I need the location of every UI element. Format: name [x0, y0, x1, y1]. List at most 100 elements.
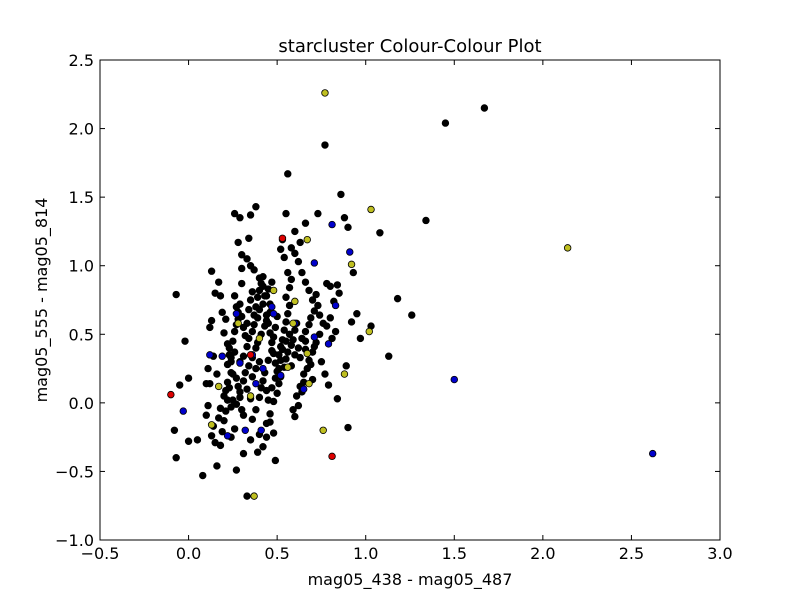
- scatter-point: [202, 411, 210, 419]
- scatter-point: [239, 449, 248, 458]
- scatter-point: [213, 370, 221, 378]
- scatter-point: [230, 209, 239, 218]
- scatter-point: [216, 404, 225, 413]
- scatter-point: [291, 412, 299, 421]
- scatter-point: [246, 296, 255, 304]
- scatter-point: [305, 356, 313, 365]
- scatter-point: [284, 170, 292, 178]
- scatter-point: [245, 305, 253, 314]
- scatter-point: [250, 311, 258, 319]
- scatter-point: [317, 358, 326, 366]
- scatter-point: [214, 278, 223, 286]
- scatter-point: [393, 294, 402, 303]
- scatter-point: [268, 384, 276, 392]
- scatter-point: [291, 297, 299, 306]
- scatter-point: [206, 351, 214, 359]
- x-axis-label: mag05_438 - mag05_487: [308, 570, 513, 590]
- y-tick-label: 2.5: [69, 51, 94, 70]
- scatter-point: [321, 370, 329, 378]
- scatter-point: [340, 370, 349, 378]
- scatter-point: [264, 396, 272, 404]
- scatter-point: [303, 364, 311, 373]
- scatter-point: [245, 234, 253, 242]
- y-tick-label: 0.5: [69, 325, 94, 344]
- scatter-point: [236, 388, 244, 396]
- scatter-point: [298, 334, 306, 343]
- scatter-point: [285, 283, 294, 292]
- scatter-point: [222, 386, 230, 395]
- scatter-point: [480, 104, 489, 112]
- scatter-point: [314, 301, 322, 310]
- scatter-point: [261, 292, 269, 300]
- x-tick-label: 2.0: [530, 544, 555, 563]
- plot-frame: [99, 59, 721, 541]
- scatter-point: [184, 374, 193, 382]
- scatter-point: [230, 292, 239, 300]
- scatter-point: [246, 436, 255, 444]
- scatter-point: [246, 262, 255, 270]
- scatter-point: [259, 443, 267, 451]
- scatter-point: [259, 377, 267, 385]
- scatter-point: [282, 293, 290, 301]
- scatter-point: [245, 362, 253, 370]
- y-tick-label: 1.5: [69, 188, 94, 207]
- scatter-point: [223, 378, 232, 386]
- scatter-point: [222, 315, 230, 323]
- scatter-point: [276, 356, 285, 365]
- scatter-point: [255, 393, 264, 402]
- x-tick-label: 3.0: [707, 544, 732, 563]
- scatter-point: [230, 425, 239, 433]
- scatter-point: [252, 203, 260, 211]
- x-tick-label: 1.0: [353, 544, 378, 563]
- scatter-point: [269, 429, 278, 437]
- scatter-point: [342, 362, 350, 370]
- scatter-point: [367, 205, 375, 214]
- scatter-point: [310, 259, 319, 267]
- scatter-point: [268, 278, 276, 286]
- scatter-point: [252, 406, 260, 414]
- scatter-point: [408, 311, 416, 319]
- scatter-point: [308, 296, 317, 304]
- scatter-point: [204, 364, 212, 373]
- scatter-point: [241, 331, 249, 340]
- chart-title: starcluster Colour-Colour Plot: [278, 36, 541, 57]
- scatter-point: [248, 415, 257, 424]
- scatter-point: [346, 248, 354, 256]
- scatter-point: [344, 423, 352, 432]
- scatter-point: [298, 268, 306, 277]
- scatter-point: [207, 432, 216, 440]
- scatter-point: [280, 326, 288, 334]
- y-axis-label: mag05_555 - mag05_814: [32, 198, 52, 403]
- scatter-point: [284, 363, 292, 371]
- scatter-point: [294, 344, 303, 352]
- scatter-point: [179, 407, 187, 415]
- scatter-point: [310, 333, 319, 341]
- scatter-point: [356, 334, 365, 343]
- scatter-point: [252, 303, 260, 311]
- scatter-point: [328, 220, 336, 229]
- scatter-point: [232, 466, 241, 474]
- scatter-point: [303, 235, 311, 244]
- scatter-point: [207, 421, 216, 429]
- scatter-point: [563, 244, 572, 252]
- scatter-point: [252, 379, 260, 388]
- scatter-point: [289, 319, 297, 328]
- scatter-point: [243, 492, 251, 500]
- x-tick-label: −0.5: [81, 544, 120, 563]
- scatter-point: [314, 209, 322, 218]
- scatter-point: [275, 364, 283, 373]
- scatter-point: [282, 209, 290, 218]
- scatter-point: [284, 268, 292, 277]
- x-tick-label: 0.0: [176, 544, 201, 563]
- x-tick-label: 1.5: [442, 544, 467, 563]
- scatter-point: [246, 392, 255, 400]
- scatter-point: [278, 234, 287, 242]
- scatter-point: [271, 323, 280, 332]
- scatter-point: [232, 303, 241, 311]
- scatter-point: [280, 253, 288, 262]
- scatter-point: [319, 319, 327, 328]
- scatter-point: [291, 249, 299, 258]
- scatter-point: [176, 381, 184, 389]
- scatter-point: [259, 272, 267, 281]
- scatter-point: [294, 401, 303, 410]
